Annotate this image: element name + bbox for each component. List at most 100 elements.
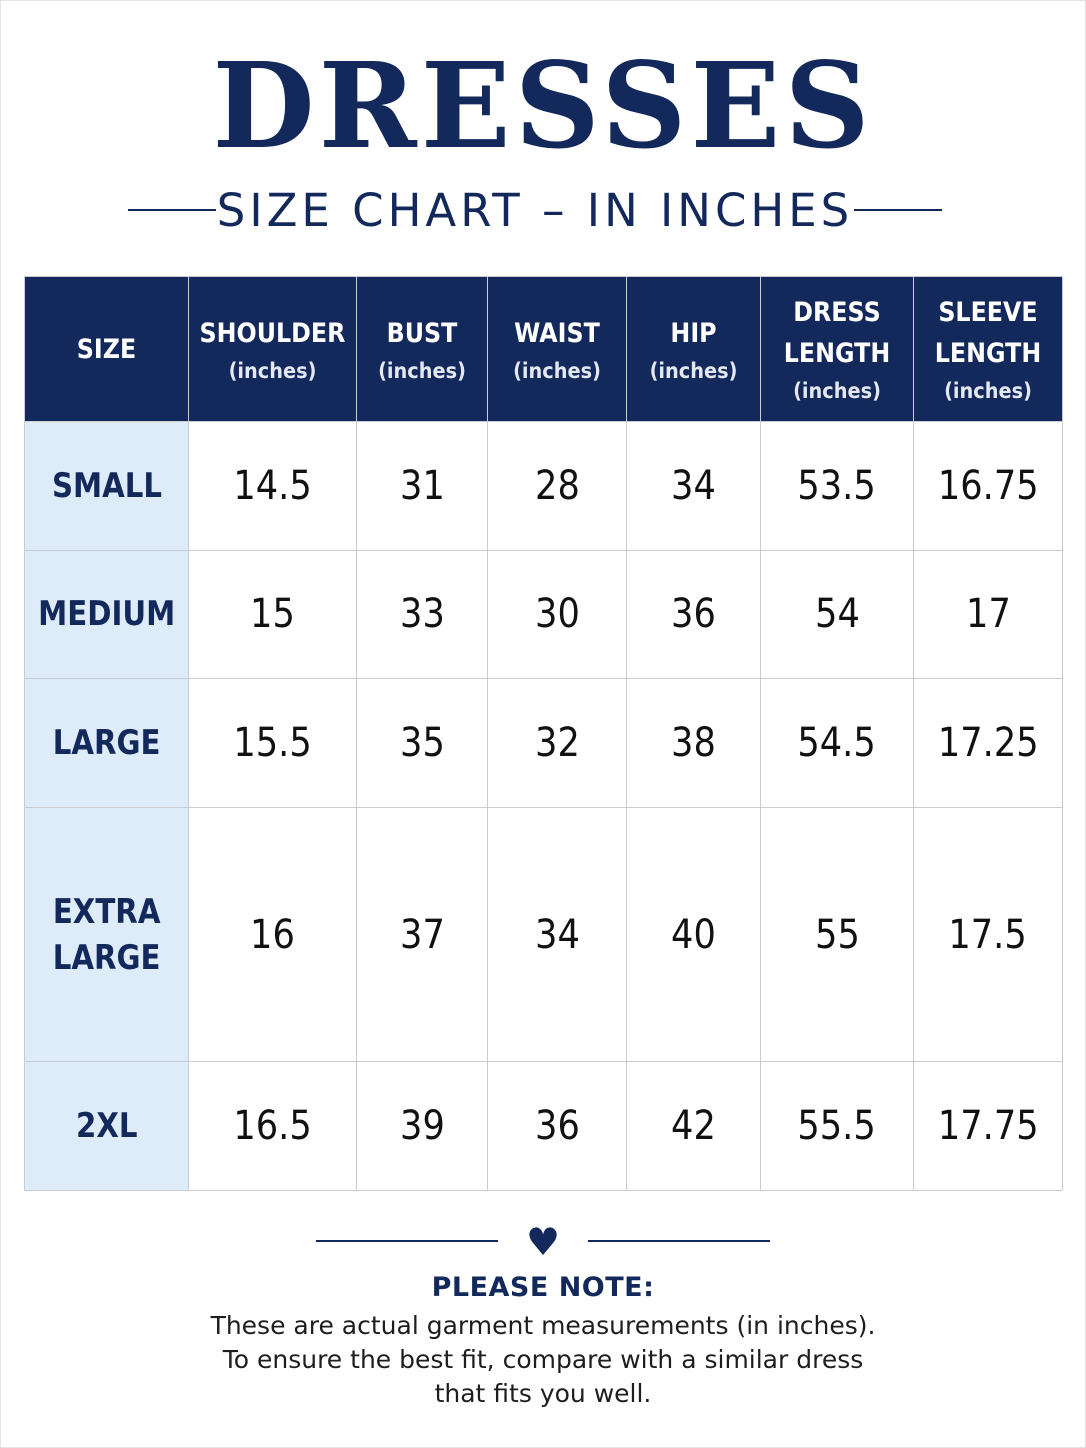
size-label: EXTRA LARGE bbox=[52, 891, 161, 978]
size-cell: 2XL bbox=[24, 1061, 189, 1191]
cell-value: 31 bbox=[399, 462, 445, 509]
cell-value: 34 bbox=[671, 462, 716, 509]
header-dress-length: DRESS LENGTH (inches) bbox=[760, 276, 914, 422]
value-cell: 31 bbox=[356, 421, 488, 551]
header-unit: (inches) bbox=[793, 379, 881, 403]
header-unit: (inches) bbox=[944, 379, 1032, 403]
cell-value: 32 bbox=[534, 720, 580, 767]
divider-line-left bbox=[316, 1240, 498, 1242]
table-row: 2XL 16.5 39 36 42 55.5 17.75 bbox=[24, 1061, 1063, 1191]
cell-value: 55.5 bbox=[797, 1103, 877, 1150]
header-label: SLEEVE LENGTH bbox=[934, 297, 1042, 369]
cell-value: 15.5 bbox=[233, 720, 312, 767]
header-unit: (inches) bbox=[378, 358, 466, 383]
value-cell: 42 bbox=[626, 1061, 761, 1191]
table-row: EXTRA LARGE 16 37 34 40 55 17.5 bbox=[24, 806, 1063, 1063]
value-cell: 17 bbox=[913, 549, 1063, 680]
header-sleeve-length: SLEEVE LENGTH (inches) bbox=[913, 276, 1063, 422]
cell-value: 17.5 bbox=[948, 911, 1028, 958]
value-cell: 55 bbox=[760, 806, 914, 1063]
value-cell: 54 bbox=[760, 549, 914, 680]
value-cell: 34 bbox=[487, 806, 627, 1063]
value-cell: 17.75 bbox=[913, 1061, 1063, 1191]
cell-value: 54 bbox=[814, 591, 860, 638]
value-cell: 36 bbox=[626, 549, 761, 680]
header-label: SIZE bbox=[76, 333, 137, 365]
header-label: BUST bbox=[386, 317, 458, 349]
header-hip: HIP (inches) bbox=[626, 276, 761, 422]
value-cell: 15 bbox=[188, 549, 357, 680]
value-cell: 53.5 bbox=[760, 421, 914, 551]
cell-value: 28 bbox=[534, 462, 580, 509]
header-label: WAIST bbox=[514, 317, 600, 349]
cell-value: 16.75 bbox=[937, 462, 1039, 509]
header-unit: (inches) bbox=[513, 358, 601, 383]
cell-value: 36 bbox=[671, 591, 716, 638]
size-cell: EXTRA LARGE bbox=[24, 806, 189, 1063]
header-bust: BUST (inches) bbox=[356, 276, 488, 422]
heart-icon: ♥ bbox=[525, 1220, 561, 1264]
value-cell: 28 bbox=[487, 421, 627, 551]
value-cell: 30 bbox=[487, 549, 627, 680]
cell-value: 16 bbox=[250, 911, 295, 958]
value-cell: 34 bbox=[626, 421, 761, 551]
value-cell: 16 bbox=[188, 806, 357, 1063]
cell-value: 34 bbox=[534, 911, 580, 958]
value-cell: 14.5 bbox=[188, 421, 357, 551]
value-cell: 54.5 bbox=[760, 678, 914, 808]
note-line: that fits you well. bbox=[434, 1379, 652, 1408]
value-cell: 55.5 bbox=[760, 1061, 914, 1191]
value-cell: 40 bbox=[626, 806, 761, 1063]
cell-value: 15 bbox=[250, 591, 295, 638]
size-label: SMALL bbox=[51, 465, 162, 506]
subtitle-rule-left bbox=[128, 209, 216, 211]
value-cell: 17.5 bbox=[913, 806, 1063, 1063]
note-divider: ♥ bbox=[316, 1220, 770, 1264]
cell-value: 54.5 bbox=[797, 720, 877, 767]
header-label: SHOULDER bbox=[199, 317, 346, 349]
cell-value: 55 bbox=[814, 911, 860, 958]
value-cell: 37 bbox=[356, 806, 488, 1063]
value-cell: 32 bbox=[487, 678, 627, 808]
header-size: SIZE bbox=[24, 276, 189, 422]
cell-value: 36 bbox=[534, 1103, 580, 1150]
size-cell: LARGE bbox=[24, 678, 189, 808]
page-subtitle: SIZE CHART – IN INCHES bbox=[216, 183, 854, 237]
size-chart-table: SIZE SHOULDER (inches) BUST (inches) WAI… bbox=[24, 276, 1063, 1191]
divider-line-right bbox=[588, 1240, 770, 1242]
cell-value: 37 bbox=[399, 911, 445, 958]
header-shoulder: SHOULDER (inches) bbox=[188, 276, 357, 422]
cell-value: 17 bbox=[965, 591, 1011, 638]
size-cell: SMALL bbox=[24, 421, 189, 551]
value-cell: 35 bbox=[356, 678, 488, 808]
table-header-row: SIZE SHOULDER (inches) BUST (inches) WAI… bbox=[24, 276, 1063, 422]
value-cell: 36 bbox=[487, 1061, 627, 1191]
value-cell: 38 bbox=[626, 678, 761, 808]
cell-value: 39 bbox=[399, 1103, 445, 1150]
size-label: 2XL bbox=[75, 1106, 138, 1147]
header-waist: WAIST (inches) bbox=[487, 276, 627, 422]
cell-value: 38 bbox=[671, 720, 716, 767]
header-unit: (inches) bbox=[228, 358, 317, 383]
header-label: DRESS LENGTH bbox=[783, 297, 891, 369]
cell-value: 30 bbox=[534, 591, 580, 638]
value-cell: 16.5 bbox=[188, 1061, 357, 1191]
subtitle-rule-right bbox=[854, 209, 942, 211]
size-label: LARGE bbox=[52, 723, 161, 764]
value-cell: 15.5 bbox=[188, 678, 357, 808]
cell-value: 35 bbox=[399, 720, 445, 767]
table-row: SMALL 14.5 31 28 34 53.5 16.75 bbox=[24, 421, 1063, 551]
cell-value: 42 bbox=[671, 1103, 716, 1150]
cell-value: 14.5 bbox=[233, 462, 312, 509]
note-title: PLEASE NOTE: bbox=[431, 1272, 655, 1303]
value-cell: 17.25 bbox=[913, 678, 1063, 808]
cell-value: 17.75 bbox=[937, 1103, 1039, 1150]
value-cell: 39 bbox=[356, 1061, 488, 1191]
table-row: MEDIUM 15 33 30 36 54 17 bbox=[24, 549, 1063, 680]
header-unit: (inches) bbox=[649, 358, 738, 383]
table-row: LARGE 15.5 35 32 38 54.5 17.25 bbox=[24, 678, 1063, 808]
cell-value: 40 bbox=[671, 911, 716, 958]
page-title: DRESSES bbox=[212, 36, 874, 175]
note-line: To ensure the best fit, compare with a s… bbox=[222, 1345, 864, 1374]
subtitle-row: SIZE CHART – IN INCHES bbox=[128, 182, 942, 238]
